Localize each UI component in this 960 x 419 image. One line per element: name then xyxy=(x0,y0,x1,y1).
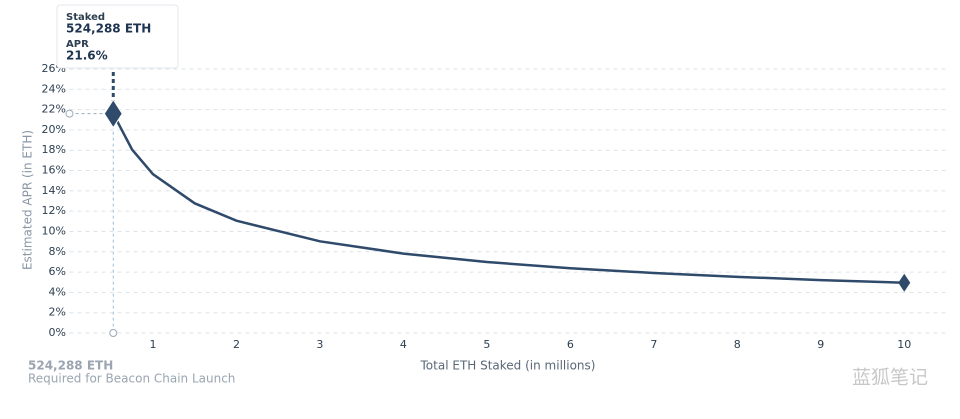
y-tick-label: 4% xyxy=(49,285,66,298)
y-tick-label: 2% xyxy=(49,306,66,319)
y-tick-label: 10% xyxy=(42,224,66,237)
point-marker xyxy=(898,273,911,292)
annotation-text: Required for Beacon Chain Launch xyxy=(28,372,235,386)
x-tick-label: 1 xyxy=(149,338,156,351)
apr-line xyxy=(112,113,905,284)
x-tick-label: 10 xyxy=(897,338,911,351)
y-tick-label: 22% xyxy=(42,103,66,116)
x-tick-label: 6 xyxy=(567,338,574,351)
tooltip-apr-title: APR xyxy=(66,39,89,50)
y-tick-label: 16% xyxy=(42,164,66,177)
guide-dot xyxy=(109,329,118,337)
annotation-value: 524,288 ETH xyxy=(28,359,113,373)
y-tick-label: 8% xyxy=(49,245,66,258)
plot-area: 0%2%4%6%8%10%12%14%16%18%20%22%24%26%1 2 3… xyxy=(42,62,946,351)
y-axis-label: Estimated APR (in ETH) xyxy=(21,130,35,270)
y-tick-label: 0% xyxy=(49,326,66,339)
x-tick-label: 3 xyxy=(316,338,323,351)
y-tick-label: 18% xyxy=(42,143,66,156)
tooltip-apr-value: 21.6% xyxy=(66,49,108,63)
x-tick-label: 8 xyxy=(734,338,741,351)
x-tick-label: 5 xyxy=(483,338,490,351)
tooltip: Staked 524,288 ETH APR 21.6% xyxy=(56,4,179,69)
tooltip-box xyxy=(56,4,179,69)
y-tick-label: 6% xyxy=(49,265,66,278)
x-tick-label: 2 xyxy=(233,338,240,351)
x-tick-label: 4 xyxy=(400,338,407,351)
x-tick-label: 9 xyxy=(817,338,824,351)
y-tick-label: 12% xyxy=(42,204,66,217)
tooltip-staked-title: Staked xyxy=(66,12,105,23)
point-marker xyxy=(103,98,123,129)
y-tick-label: 24% xyxy=(42,82,66,95)
guide-dot xyxy=(65,109,74,118)
tooltip-staked-value: 524,288 ETH xyxy=(66,22,151,36)
x-tick-label: 7 xyxy=(650,338,657,351)
watermark: 蓝狐笔记 xyxy=(852,367,928,389)
y-tick-label: 20% xyxy=(42,123,66,136)
x-axis-label: Total ETH Staked (in millions) xyxy=(420,359,596,373)
y-tick-label: 14% xyxy=(42,184,66,197)
